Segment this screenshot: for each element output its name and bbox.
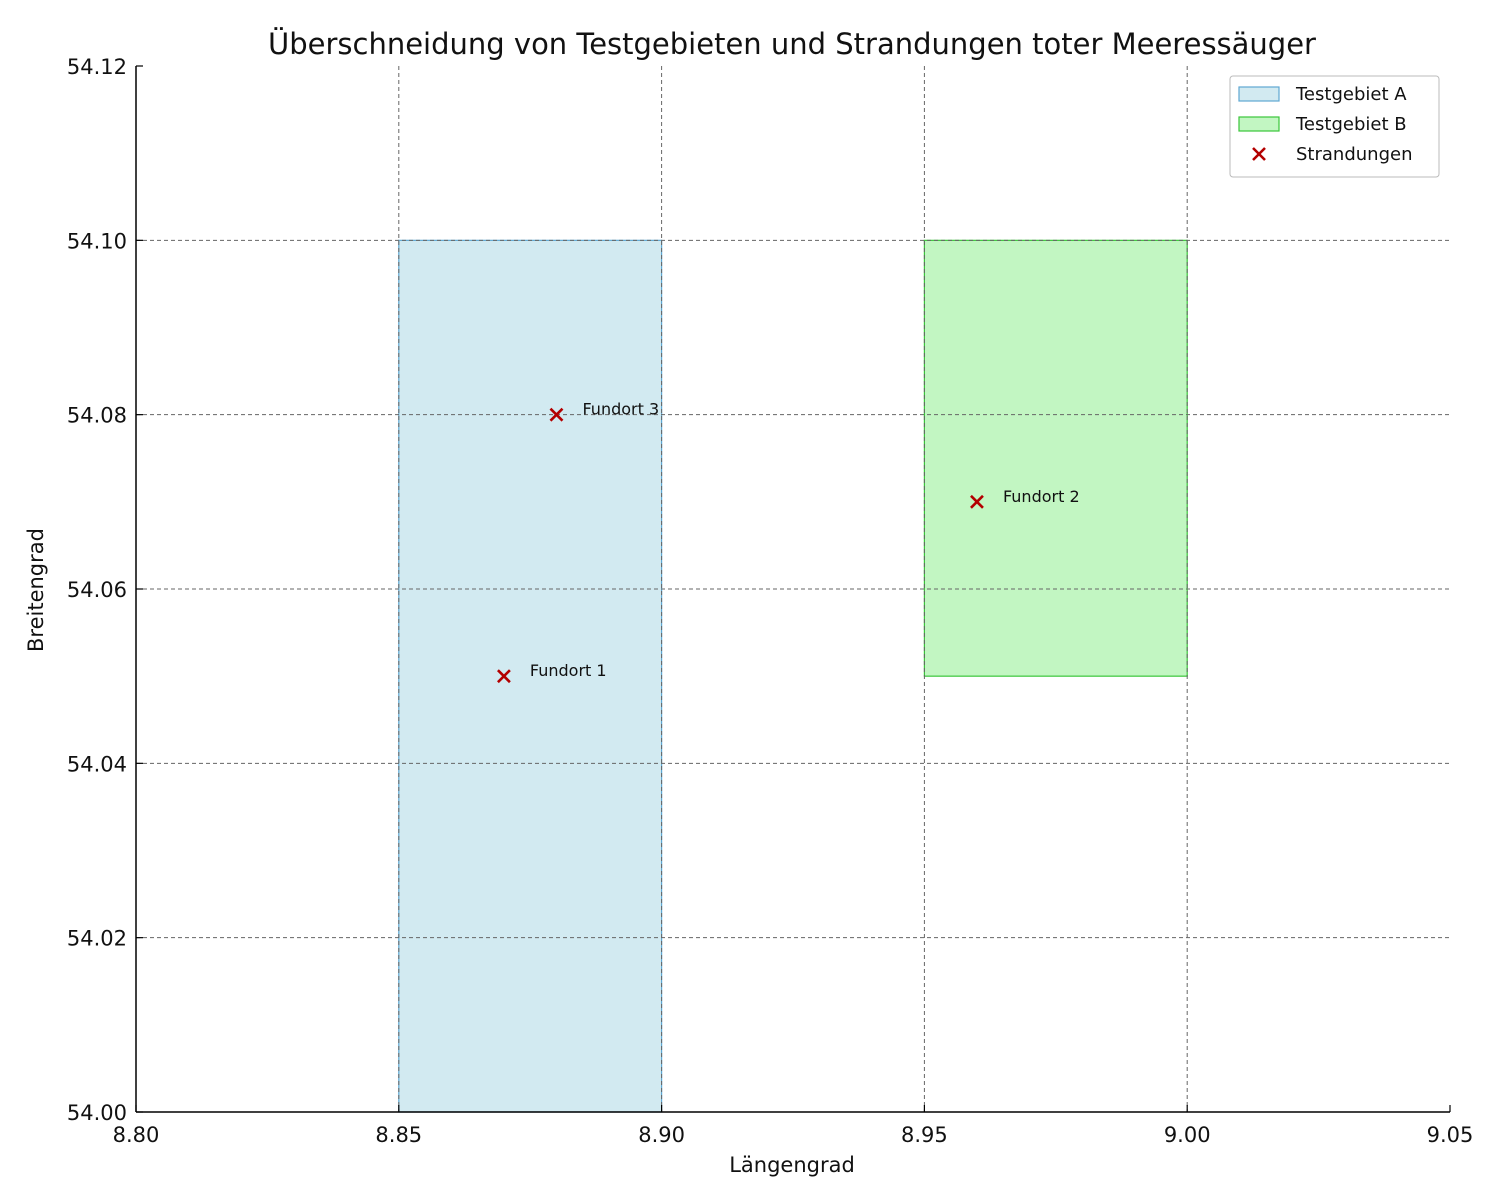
y-tick-label: 54.10	[67, 229, 127, 253]
y-tick-label: 54.00	[67, 1101, 127, 1125]
area-2	[923, 239, 1188, 677]
point-label: Fundort 3	[582, 400, 659, 419]
areas-layer	[398, 239, 1188, 1113]
x-tick-label: 8.85	[375, 1123, 422, 1147]
legend-box	[1229, 75, 1440, 178]
legend-swatch-2	[1238, 116, 1280, 132]
grid-layer	[136, 66, 1450, 1112]
area-1	[398, 239, 663, 1113]
x-tick-label: 8.95	[901, 1123, 948, 1147]
legend-label-2: Testgebiet B	[1295, 114, 1407, 135]
legend: Testgebiet A Testgebiet B Strandungen	[1229, 75, 1440, 178]
legend-marker	[1252, 147, 1266, 161]
y-tick-label: 54.08	[67, 404, 127, 428]
point-label: Fundort 1	[530, 661, 607, 680]
stranding-point	[497, 669, 511, 684]
y-tick-label: 54.04	[67, 752, 127, 776]
points-layer: Fundort 1 Fundort 2 Fundort 3	[497, 400, 1080, 684]
axes-layer: 8.80 8.85 8.90 8.95 9.00 9.05 54.00 54.02 54.04 5…	[67, 55, 1474, 1147]
stranding-marker-stroke	[970, 494, 984, 509]
stranding-point	[549, 407, 564, 422]
x-axis-label: Längengrad	[729, 1153, 855, 1177]
legend-label-1: Testgebiet A	[1295, 84, 1407, 105]
point-label: Fundort 2	[1003, 487, 1080, 506]
stranding-marker-stroke	[497, 669, 511, 684]
chart-title: Überschneidung von Testgebieten und Stra…	[268, 27, 1316, 61]
y-tick-label: 54.06	[67, 578, 127, 602]
y-tick-label: 54.12	[67, 55, 127, 79]
y-axis-label: Breitengrad	[24, 528, 48, 652]
x-tick-label: 9.05	[1427, 1123, 1474, 1147]
x-tick-label: 9.00	[1164, 1123, 1211, 1147]
legend-swatch-1	[1238, 86, 1280, 102]
y-tick-label: 54.02	[67, 927, 127, 951]
stranding-point	[970, 494, 984, 509]
x-tick-label: 8.80	[113, 1123, 160, 1147]
stranding-marker-stroke	[549, 407, 564, 422]
x-tick-label: 8.90	[638, 1123, 685, 1147]
legend-label-series: Strandungen	[1296, 144, 1412, 165]
